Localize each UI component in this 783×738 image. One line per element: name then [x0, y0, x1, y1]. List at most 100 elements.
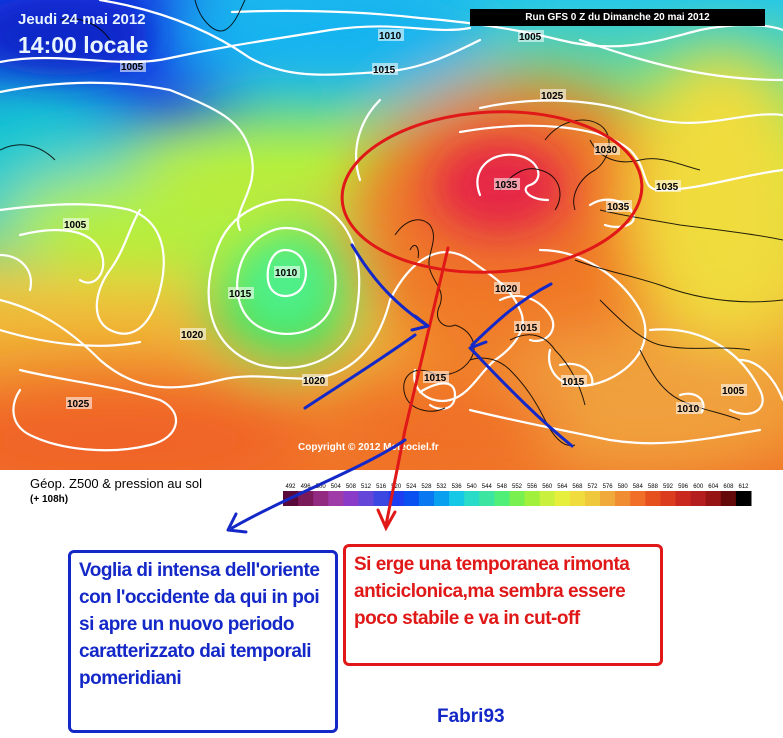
scale-tick-label: 600	[693, 484, 704, 490]
run-banner: Run GFS 0 Z du Dimanche 20 mai 2012	[470, 9, 765, 26]
scale-tick-label: 516	[376, 484, 387, 490]
scale-tick-label: 512	[361, 484, 372, 490]
scale-tick-label: 568	[572, 484, 583, 490]
scale-tick-label: 520	[391, 484, 402, 490]
isobar-label: 1010	[275, 268, 298, 279]
scale-swatch	[615, 491, 631, 506]
scale-swatch	[539, 491, 556, 506]
isobar-label: 1015	[515, 323, 538, 334]
scale-tick-label: 508	[346, 484, 357, 490]
scale-tick-label: 524	[406, 484, 417, 490]
scale-swatch	[690, 491, 707, 506]
scale-swatch	[449, 491, 465, 506]
scale-swatch	[313, 491, 329, 506]
isobar-label: 1025	[67, 399, 90, 410]
author-signature: Fabri93	[437, 706, 505, 727]
scale-swatch	[524, 491, 541, 506]
scale-swatch	[373, 491, 390, 506]
isobar-label: 1010	[677, 404, 700, 415]
scale-tick-label: 572	[587, 484, 598, 490]
scale-tick-label: 544	[482, 484, 493, 490]
scale-swatch	[388, 491, 405, 506]
blue-note-line: Voglia di intensa dell'oriente	[79, 560, 320, 581]
scale-swatch	[509, 491, 526, 506]
isobar-label: 1005	[722, 386, 745, 397]
scale-tick-label: 560	[542, 484, 553, 490]
blue-note-line: caratterizzato dai temporali	[79, 641, 312, 662]
red-note-line: Si erge una temporanea rimonta	[354, 554, 630, 575]
scale-swatch	[569, 491, 586, 506]
isobar-label: 1025	[541, 91, 564, 102]
scale-tick-label: 592	[663, 484, 674, 490]
scale-swatch	[343, 491, 359, 506]
scale-tick-label: 552	[512, 484, 523, 490]
scale-tick-label: 504	[331, 484, 342, 490]
isobar-label: 1010	[379, 31, 402, 42]
scale-tick-label: 528	[421, 484, 432, 490]
blue-note-box: Voglia di intensa dell'oriente con l'occ…	[68, 550, 338, 733]
scale-tick-label: 612	[738, 484, 749, 490]
red-note-line: anticiclonica,ma sembra essere	[354, 581, 626, 602]
scale-tick-label: 608	[723, 484, 734, 490]
isobar-label: 1015	[562, 377, 585, 388]
blue-note-line: pomeridiani	[79, 668, 182, 689]
scale-swatch	[735, 491, 752, 506]
scale-swatch	[584, 491, 601, 506]
copyright-text: Copyright © 2012 Meteociel.fr	[298, 442, 439, 453]
scale-swatch	[675, 491, 692, 506]
scale-swatch	[358, 491, 375, 506]
scale-tick-label: 548	[497, 484, 508, 490]
isobar-label: 1005	[519, 32, 542, 43]
scale-swatch	[600, 491, 616, 506]
scale-tick-label: 596	[678, 484, 689, 490]
scale-tick-label: 532	[436, 484, 447, 490]
isobar-label: 1005	[121, 62, 144, 73]
scale-swatch	[494, 491, 510, 506]
scale-swatch	[418, 491, 435, 506]
scale-swatch	[464, 491, 480, 506]
scale-tick-label: 584	[633, 484, 644, 490]
isobar-label: 1005	[64, 220, 87, 231]
isobar-label: 1035	[607, 202, 630, 213]
scale-swatch	[403, 491, 420, 506]
scale-tick-label: 564	[557, 484, 568, 490]
scale-tick-label: 604	[708, 484, 719, 490]
isobar-label: 1020	[181, 330, 204, 341]
geopotential-field: 1005 1010 1005 1015 1025 1030 1035 1035 …	[0, 0, 783, 470]
red-arrowhead	[376, 508, 397, 532]
scale-swatch	[554, 491, 571, 506]
isobar-label: 1035	[495, 180, 518, 191]
weather-map: 1005 1010 1005 1015 1025 1030 1035 1035 …	[0, 0, 783, 470]
scale-tick-label: 580	[618, 484, 629, 490]
color-scale: 492 496 500 504 508 512 516 520 524 528 532 536 540 5…	[283, 484, 752, 506]
isobar-label: 1020	[303, 376, 326, 387]
legend-forecast-hour: (+ 108h)	[30, 494, 69, 505]
scale-swatch	[705, 491, 722, 506]
scale-tick-label: 500	[316, 484, 327, 490]
scale-swatch	[328, 491, 344, 506]
legend-title: Géop. Z500 & pression au sol	[30, 476, 202, 491]
isobar-label: 1015	[229, 289, 252, 300]
blue-note-line: con l'occidente da qui in poi	[79, 587, 320, 608]
red-note-line: poco stabile e va in cut-off	[354, 608, 580, 629]
scale-tick-label: 588	[648, 484, 659, 490]
isobar-label: 1020	[495, 284, 518, 295]
isobar-label: 1015	[373, 65, 396, 76]
isobar-label: 1015	[424, 373, 447, 384]
red-note-box: Si erge una temporanea rimonta anticiclo…	[343, 544, 663, 666]
scale-swatch	[434, 491, 450, 506]
scale-swatch	[630, 491, 646, 506]
blue-note-line: si apre un nuovo periodo	[79, 614, 294, 635]
forecast-date: Jeudi 24 mai 2012	[18, 11, 146, 28]
scale-swatch	[720, 491, 737, 506]
scale-tick-label: 576	[603, 484, 614, 490]
scale-tick-label: 536	[452, 484, 463, 490]
scale-swatch	[283, 491, 299, 506]
forecast-time: 14:00 locale	[18, 32, 149, 58]
isobar-label: 1030	[595, 145, 618, 156]
scale-swatch	[298, 491, 314, 506]
scale-tick-label: 496	[301, 484, 312, 490]
isobar-label: 1035	[656, 182, 679, 193]
scale-tick-label: 556	[527, 484, 538, 490]
scale-swatch	[645, 491, 661, 506]
